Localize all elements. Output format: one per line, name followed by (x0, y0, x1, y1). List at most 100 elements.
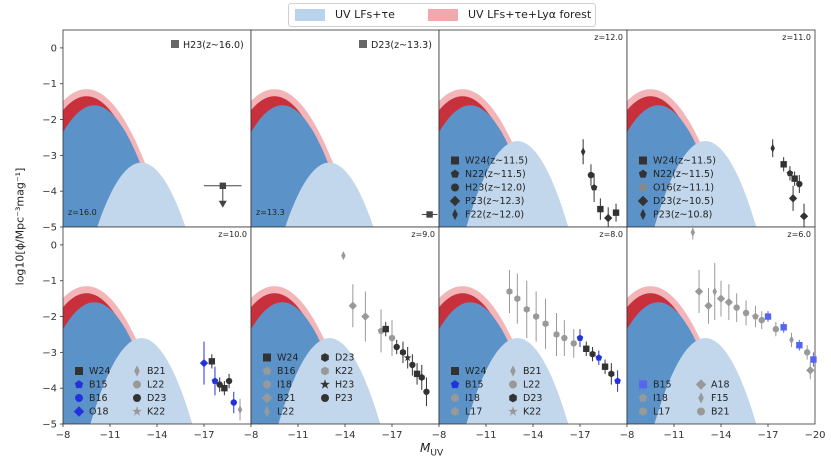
panel-legend: B15 I18 L17 A18 F15 B21 (638, 379, 730, 418)
thin-diamond-marker (264, 405, 270, 418)
data-point (580, 139, 586, 165)
diamond-marker (694, 287, 704, 296)
star-marker (320, 379, 330, 389)
panel-legend-label: N22(z~11.5) (653, 169, 714, 180)
panel-legend-label: L22 (523, 380, 540, 391)
circle-marker (509, 380, 517, 389)
x-tick-label: −14 (146, 430, 167, 441)
circle-marker (570, 340, 577, 347)
star-marker (132, 406, 142, 416)
square-marker (208, 358, 216, 365)
redshift-label: z=9.0 (411, 230, 435, 239)
data-point (553, 312, 560, 356)
square-marker (263, 353, 271, 362)
data-point (806, 361, 815, 380)
thin-diamond-marker (690, 227, 696, 237)
hexagon-marker (589, 350, 596, 358)
data-point (752, 305, 759, 328)
panel-legend-label: A18 (711, 380, 730, 391)
y-tick-label: 0 (51, 240, 57, 251)
y-tick-label: −5 (42, 420, 57, 431)
panel-legend: W24 B15 I18 L17 B21 L22 D23 K22 (450, 365, 542, 418)
legend: UV LFs+τe UV LFs+τe+Lyα forest (288, 3, 596, 27)
panel-3: z=12.0 W24(z~11.5) N22(z~11.5) H23(z~12.0) P… (438, 29, 628, 229)
square-marker (810, 356, 817, 363)
data-point (204, 182, 242, 208)
data-point (758, 311, 765, 330)
x-tick-label: −8 (244, 430, 259, 441)
data-point (791, 171, 798, 186)
data-point (523, 280, 530, 339)
square-marker (780, 161, 787, 168)
y-tick-label: −3 (42, 348, 57, 359)
panel-legend-label: F15 (711, 393, 729, 404)
data-point (341, 251, 346, 261)
hexagon-marker (418, 373, 425, 381)
data-point (388, 320, 396, 356)
diamond-marker (261, 392, 273, 404)
redshift-label: z=8.0 (599, 230, 623, 239)
data-point (514, 273, 521, 324)
band-uv-light (285, 162, 374, 227)
y-tick-label: −4 (42, 384, 57, 395)
panel-legend-label: D23 (335, 353, 354, 364)
data-point (597, 198, 604, 220)
circle-marker (758, 316, 765, 324)
y-tick-label: −2 (42, 115, 57, 126)
data-point (742, 300, 750, 326)
circle-marker (803, 349, 811, 356)
pentagon-marker (211, 377, 219, 384)
data-point (612, 203, 620, 222)
square-marker (597, 205, 604, 213)
panel-legend-label: B21 (147, 366, 166, 377)
data-point (789, 332, 794, 347)
square-marker (451, 367, 459, 375)
redshift-label: z=10.0 (218, 230, 247, 239)
data-point (561, 320, 568, 356)
data-point (712, 262, 717, 321)
data-point (799, 203, 809, 229)
thin-diamond-marker (452, 208, 458, 221)
diamond-marker (788, 194, 798, 203)
panel-legend: W24 B16 I18 B21 L22 D23 K22 H23 P23 (261, 353, 354, 418)
data-point (704, 287, 713, 324)
circle-marker (75, 394, 83, 402)
panel-legend-label: H23(z~16.0) (183, 40, 244, 51)
circle-marker (796, 180, 803, 188)
panel-legend-label: B21 (523, 366, 542, 377)
data-point (237, 398, 243, 421)
data-point (221, 381, 228, 396)
legend-label-lya: UV LFs+τe+Lyα forest (468, 8, 592, 21)
data-point (724, 284, 733, 321)
diamond-marker (73, 406, 85, 417)
thin-diamond-marker (712, 286, 717, 296)
data-point (533, 291, 540, 342)
panel-legend-label: D23(z~13.3) (371, 40, 432, 51)
circle-marker (451, 394, 459, 402)
pentagon-marker (595, 354, 603, 361)
hexagon-marker (533, 313, 540, 321)
data-point (570, 329, 577, 358)
hexagon-marker (523, 305, 530, 313)
data-point (208, 354, 216, 369)
pentagon-marker (576, 334, 584, 341)
data-point (361, 291, 370, 342)
diamond-marker (604, 213, 613, 223)
panel-legend-label: B15 (653, 380, 672, 391)
data-point (601, 359, 609, 374)
panel-legend-label: B15 (465, 380, 484, 391)
square-marker (764, 313, 772, 320)
thin-diamond-marker (510, 365, 516, 377)
circle-marker (733, 304, 740, 311)
data-point (770, 139, 775, 158)
thin-diamond-marker (341, 251, 346, 261)
panel-legend-label: W24(z~11.5) (653, 156, 716, 167)
band-uv-light (90, 338, 193, 424)
data-point (608, 363, 615, 385)
hexagon-marker (399, 348, 406, 356)
legend-swatch-uv (295, 9, 325, 21)
y-tick-label: −2 (42, 312, 57, 323)
panel-legend-label: N22(z~11.5) (465, 169, 526, 180)
panel-legend-label: B16 (89, 393, 108, 404)
